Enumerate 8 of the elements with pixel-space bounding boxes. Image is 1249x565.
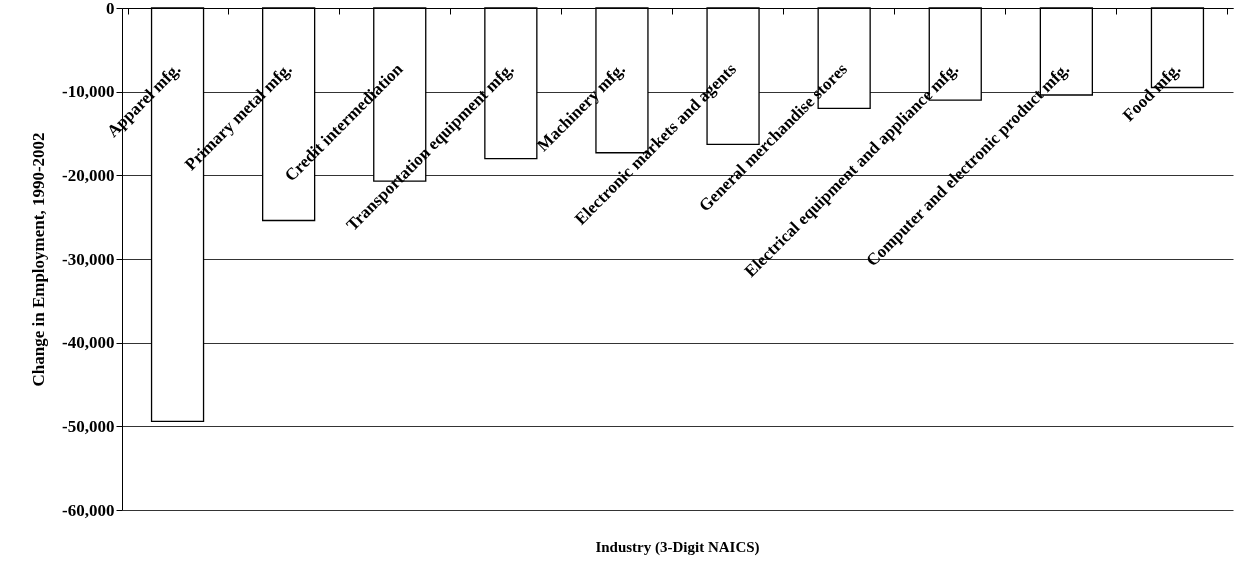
y-axis-title: Change in Employment, 1990-2002 xyxy=(29,132,49,387)
y-tick-label: -30,000 xyxy=(62,249,115,269)
y-tick-label: -40,000 xyxy=(62,333,115,353)
x-axis-title: Industry (3-Digit NAICS) xyxy=(595,539,760,556)
y-tick-label: -50,000 xyxy=(62,416,115,436)
y-tick-label: 0 xyxy=(106,0,115,18)
y-tick-label: -20,000 xyxy=(62,165,115,185)
y-tick-label: -60,000 xyxy=(62,500,115,520)
